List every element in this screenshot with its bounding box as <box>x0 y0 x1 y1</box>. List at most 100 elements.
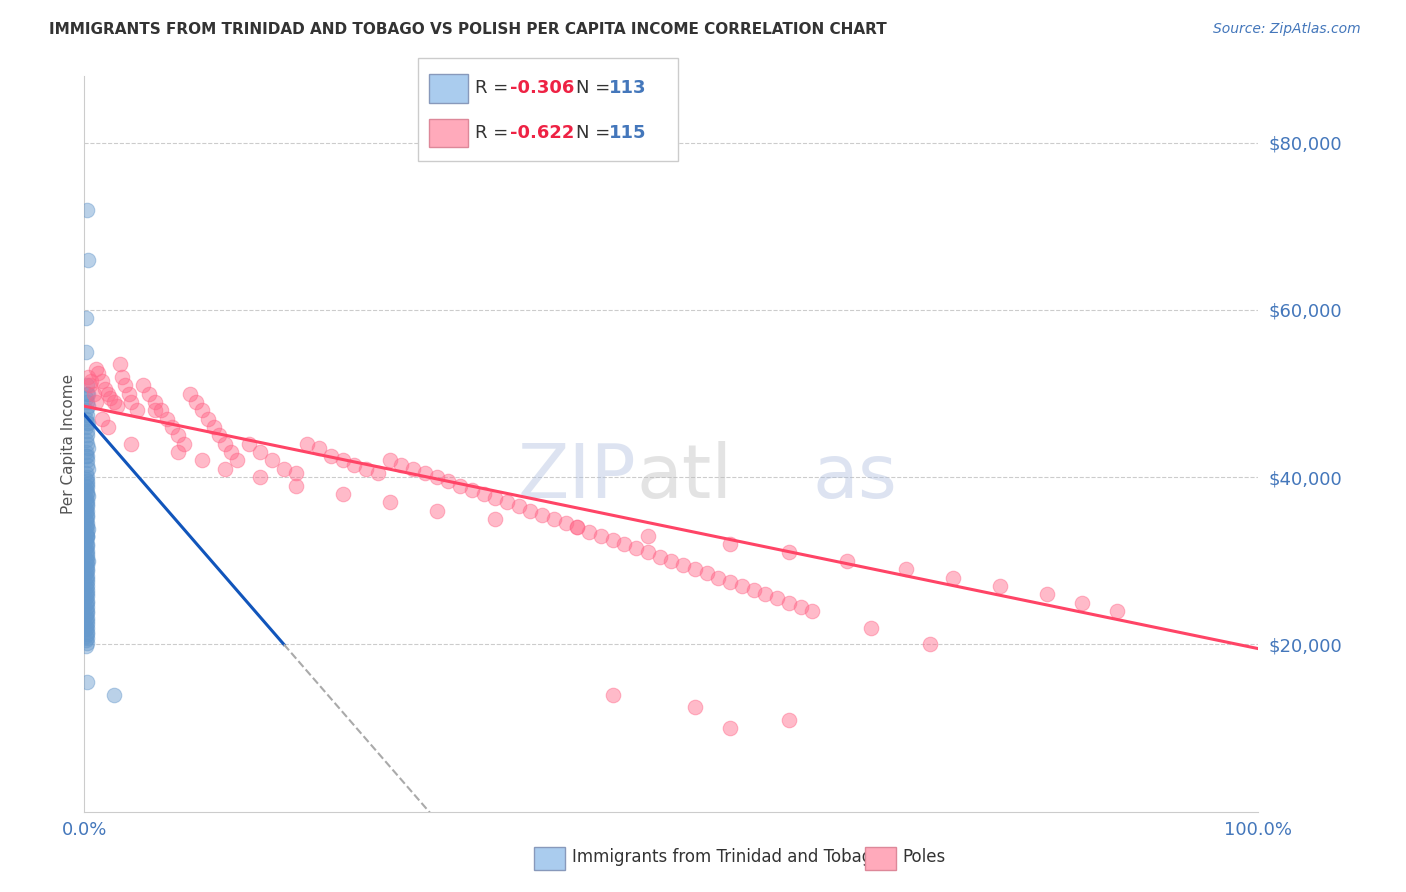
Point <box>76 606 98 620</box>
Point <box>531 508 554 522</box>
Point <box>76 583 98 598</box>
Point <box>77 489 100 503</box>
Point <box>77 441 100 455</box>
Point <box>449 478 471 492</box>
Point <box>75 466 97 480</box>
Point <box>718 721 741 735</box>
Point <box>138 386 160 401</box>
Point <box>76 202 98 217</box>
Point <box>149 403 172 417</box>
Point <box>988 579 1011 593</box>
Point <box>484 512 506 526</box>
Text: 115: 115 <box>609 124 647 142</box>
Point <box>76 510 98 524</box>
Point <box>76 572 98 586</box>
Point <box>118 386 141 401</box>
Point <box>76 416 98 430</box>
Point <box>75 612 97 626</box>
Point <box>402 462 425 476</box>
Point <box>683 562 706 576</box>
Point <box>76 589 98 603</box>
Point <box>578 524 600 539</box>
Point <box>75 450 97 464</box>
Point <box>167 445 190 459</box>
Point <box>426 503 449 517</box>
Point <box>76 386 98 401</box>
Point <box>76 530 98 544</box>
Point <box>76 636 98 650</box>
Text: N =: N = <box>576 124 616 142</box>
Point <box>75 541 97 556</box>
Point <box>76 614 98 628</box>
Point <box>75 505 97 519</box>
Point <box>519 503 541 517</box>
Point <box>76 549 98 564</box>
Point <box>308 441 330 455</box>
Point <box>437 475 460 489</box>
Point <box>79 378 101 392</box>
Point <box>896 562 918 576</box>
Point <box>75 608 97 623</box>
Point <box>77 386 100 401</box>
Point <box>75 602 97 616</box>
Point <box>249 445 271 459</box>
Point <box>75 472 97 486</box>
Point <box>648 549 671 564</box>
Point <box>859 621 882 635</box>
Point <box>413 466 436 480</box>
Point <box>75 445 97 459</box>
Point <box>76 627 98 641</box>
Point <box>76 539 98 553</box>
Point <box>214 437 236 451</box>
Point <box>778 713 800 727</box>
Point <box>718 574 741 589</box>
Point <box>789 599 811 614</box>
Point <box>76 621 98 635</box>
Point <box>837 554 859 568</box>
Point <box>191 403 214 417</box>
Point <box>238 437 260 451</box>
Point <box>76 458 98 472</box>
Point <box>672 558 695 572</box>
Point <box>76 596 98 610</box>
Point <box>567 520 589 534</box>
Point <box>76 476 98 491</box>
Point <box>75 502 97 516</box>
Point <box>76 558 98 572</box>
Point <box>284 478 307 492</box>
Point <box>942 571 965 585</box>
Point <box>554 516 576 531</box>
Point <box>284 466 307 480</box>
Point <box>76 516 98 531</box>
Point <box>76 453 98 467</box>
Point <box>75 391 97 405</box>
Y-axis label: Per Capita Income: Per Capita Income <box>60 374 76 514</box>
Point <box>778 545 800 559</box>
Point <box>84 361 107 376</box>
Point <box>143 395 166 409</box>
Point <box>80 374 103 388</box>
Point <box>76 518 98 533</box>
Point <box>143 403 166 417</box>
Point <box>75 533 97 547</box>
Text: R =: R = <box>475 124 515 142</box>
Point <box>637 529 659 543</box>
Point <box>332 487 354 501</box>
Point <box>742 583 765 598</box>
Point <box>179 386 201 401</box>
Point <box>132 378 155 392</box>
Point <box>602 688 624 702</box>
Point <box>75 639 97 653</box>
Point <box>754 587 776 601</box>
Point <box>76 437 98 451</box>
Point <box>76 554 98 568</box>
Point <box>108 357 131 371</box>
Point <box>75 598 97 612</box>
Point <box>75 552 97 566</box>
Point <box>75 478 97 492</box>
Point <box>75 411 97 425</box>
Text: Poles: Poles <box>903 848 946 866</box>
Point <box>76 529 98 543</box>
Point <box>208 428 231 442</box>
Point <box>173 437 195 451</box>
